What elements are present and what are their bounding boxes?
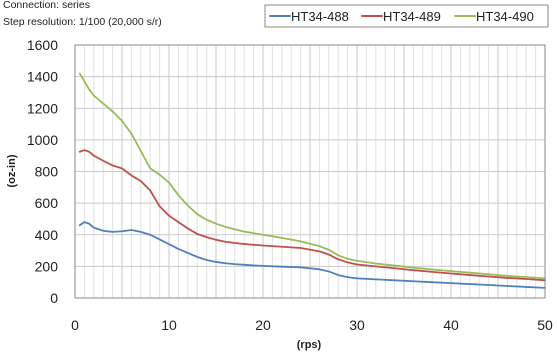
- legend-item-2: HT34-489: [361, 9, 441, 24]
- legend-label-2: HT34-489: [383, 9, 441, 24]
- plot-border: [74, 44, 546, 299]
- y-tick-label: 0: [50, 290, 58, 306]
- series-line-2: [78, 149, 546, 282]
- x-tick-label: 50: [537, 317, 553, 333]
- y-tick-label: 800: [35, 164, 59, 180]
- x-tick-label: 0: [71, 317, 79, 333]
- y-tick-label: 1000: [27, 132, 58, 148]
- y-tick-label: 200: [35, 258, 59, 274]
- legend-item-1: HT34-488: [269, 9, 349, 24]
- legend-label-3: HT34-490: [476, 9, 534, 24]
- legend-item-3: HT34-490: [454, 9, 534, 24]
- legend-box: [264, 4, 549, 28]
- x-tick-label: 10: [161, 317, 177, 333]
- series-lines: [78, 72, 546, 289]
- y-axis-ticks: 0 200 400 600 800 1000 1200 1400 1600: [27, 37, 58, 306]
- chart-header: Connection: series Step resolution: 1/10…: [3, 0, 162, 28]
- y-axis-label: (oz-in): [6, 154, 18, 187]
- series-line-3: [78, 72, 546, 280]
- series-line-1: [78, 221, 546, 289]
- resolution-label: Step resolution: 1/100 (20,000 s/r): [3, 16, 162, 28]
- x-tick-label: 40: [443, 317, 459, 333]
- x-axis-ticks: 0 10 20 30 40 50: [71, 317, 553, 333]
- y-tick-label: 400: [35, 227, 59, 243]
- grid: [74, 44, 546, 299]
- x-tick-label: 20: [255, 317, 271, 333]
- connection-label: Connection: series: [3, 0, 90, 11]
- legend: HT34-488 HT34-489 HT34-490: [264, 4, 549, 28]
- y-tick-label: 1200: [27, 100, 58, 116]
- y-tick-label: 1400: [27, 69, 58, 85]
- x-tick-label: 30: [349, 317, 365, 333]
- y-tick-label: 1600: [27, 37, 58, 53]
- y-tick-label: 600: [35, 195, 59, 211]
- x-axis-label: (rps): [297, 339, 322, 351]
- legend-label-1: HT34-488: [291, 9, 349, 24]
